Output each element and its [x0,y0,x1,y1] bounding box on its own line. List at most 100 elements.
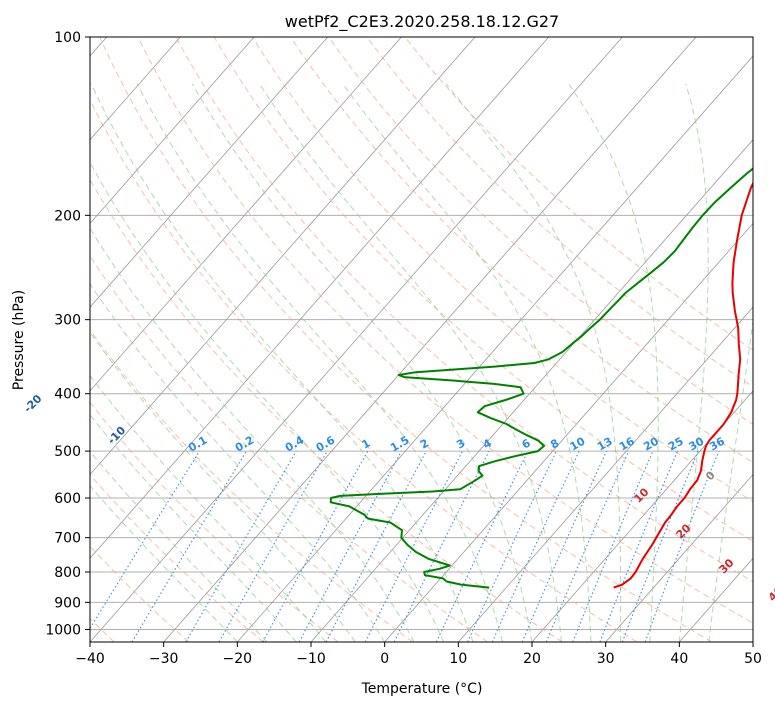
x-axis-title: Temperature (°C) [361,681,483,697]
dry-adiabat-label: -20 [21,392,44,415]
moist-adiabat-36 [568,83,659,642]
x-tick-label: 20 [523,651,541,667]
dry-adiabat-30 [90,98,638,642]
moist-adiabat-12 [90,83,474,642]
dry-adiabat-label: -10 [105,424,128,447]
dry-adiabat-50 [137,37,753,624]
y-tick-label: 500 [54,444,81,460]
moist-adiabat-24 [259,83,562,642]
y-tick-label: 700 [54,531,81,547]
y-tick-label: 1000 [45,622,81,638]
dry-adiabat--20 [90,473,264,642]
moist-adiabat-28 [342,83,592,642]
moist-adiabat-8 [90,161,445,642]
mixing-ratio-line-1 [262,450,369,642]
mixing-ratio-line-8 [466,450,557,642]
x-tick-label: 40 [670,651,688,667]
dry-adiabat-20 [90,178,563,642]
background-guides [90,37,753,642]
dry-adiabat--30 [90,545,190,642]
y-tick-label: 600 [54,491,81,507]
x-tick-label: 10 [449,651,467,667]
mixing-ratio-line-0_1 [90,450,200,630]
mixing-ratio-line-20 [572,450,654,642]
moist-adiabat-label: 10 [631,485,651,505]
dry-adiabat-70 [213,37,753,542]
series-layer [329,167,753,589]
isotherm-30 [605,473,753,642]
temperature-profile-line [613,181,753,589]
x-tick-label: −40 [75,651,105,667]
y-tick-label: 200 [54,208,81,224]
y-tick-label: 800 [54,565,81,581]
moist-adiabat-20 [191,83,533,642]
dry-adiabat-40 [99,37,712,642]
moist-adiabat-40 [678,83,709,642]
moist-adiabat--4 [90,331,356,642]
mixing-ratio-label: 2 [418,437,431,452]
moist-adiabat--16 [90,450,268,642]
chart-title: wetPf2_C2E3.2020.258.18.12.G27 [285,12,559,32]
mixing-ratio-label: 3 [454,437,467,452]
mixing-ratio-line-0_6 [218,450,328,642]
moist-adiabat--8 [90,374,327,642]
isotherm-40 [679,557,753,642]
isotherm--80 [90,37,329,308]
x-tick-label: −10 [296,651,326,667]
dry-adiabat-10 [90,255,488,642]
mixing-ratio-label: 1 [359,437,372,452]
y-tick-label: 300 [54,313,81,329]
dry-adiabat-110 [366,37,753,388]
mixing-ratio-line-25 [599,450,679,642]
dry-adiabat--10 [90,401,339,642]
moist-adiabat-44 [708,317,753,642]
mixing-ratio-line-1_5 [298,450,402,642]
y-axis-title: Pressure (hPa) [11,290,27,390]
mixing-ratio-line-0_2 [131,450,247,642]
mixing-ratio-line-30 [621,450,699,642]
mixing-ratio-line-0_4 [185,450,297,642]
mixing-ratio-line-2 [325,450,427,642]
moist-adiabat-4 [90,227,415,642]
mixing-ratio-label: 4 [481,436,494,451]
x-axis: −40 −30 −20 −10 0 10 20 30 40 50 [75,642,762,667]
isotherm-0 [384,222,753,642]
isotherm--20 [237,55,753,642]
plot-frame [89,36,754,643]
y-tick-label: 400 [54,387,81,403]
dry-adiabat-0 [90,329,414,642]
y-tick-label: 900 [54,595,81,611]
isotherm--90 [90,37,255,225]
isotherm--40 [90,37,623,642]
guide-labels: 0.10.20.40.611.52346810131620253036-100-… [21,392,775,604]
mixing-ratio-line-10 [491,450,580,642]
isotherm--100 [90,37,181,141]
x-tick-label: 50 [744,651,762,667]
dry-adiabat-120 [404,37,753,351]
dry-adiabat-80 [251,37,753,502]
dry-adiabat-60 [175,37,753,583]
isotherm-10 [458,306,753,642]
isotherm--60 [90,37,476,476]
x-tick-label: −30 [149,651,179,667]
x-tick-label: 30 [597,651,615,667]
moist-adiabat-label: 40 [766,584,775,604]
isotherm--30 [163,37,697,642]
x-tick-label: −20 [223,651,253,667]
moist-adiabat-32 [445,83,622,642]
y-axis: 100 200 300 400 500 600 700 800 900 1000 [45,30,90,638]
isotherm-20 [531,390,753,642]
x-tick-label: 0 [380,651,389,667]
mixing-ratio-line-16 [545,450,630,642]
dewpoint-profile-line [329,167,753,589]
moist-adiabat--12 [90,414,297,642]
dry-adiabat-100 [328,37,753,425]
mixing-ratio-label: 6 [520,436,533,451]
lcl-label: 0 [703,468,718,483]
moist-adiabat-0 [90,282,386,642]
isotherm-50 [752,641,753,642]
y-tick-label: 100 [54,30,81,46]
isotherm--70 [90,37,402,392]
moist-adiabat--20 [90,484,238,642]
